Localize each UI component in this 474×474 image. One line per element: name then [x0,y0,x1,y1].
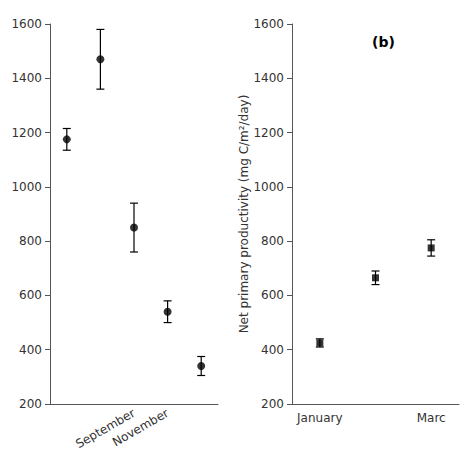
svg-text:January: January [296,411,343,425]
svg-text:September: September [73,405,138,452]
svg-text:400: 400 [19,343,42,357]
svg-text:400: 400 [261,343,284,357]
svg-text:1000: 1000 [253,180,284,194]
svg-text:Net primary productivity (mg C: Net primary productivity (mg C/m²/day) [237,95,251,334]
svg-text:November: November [110,406,171,449]
svg-text:200: 200 [261,397,284,411]
svg-text:1000: 1000 [11,180,42,194]
svg-text:800: 800 [19,234,42,248]
svg-text:1600: 1600 [253,17,284,31]
svg-text:Marc: Marc [417,411,446,425]
svg-text:1600: 1600 [11,17,42,31]
svg-text:1400: 1400 [253,71,284,85]
svg-text:1200: 1200 [253,126,284,140]
svg-text:600: 600 [261,288,284,302]
svg-text:200: 200 [19,397,42,411]
svg-text:800: 800 [261,234,284,248]
svg-text:600: 600 [19,288,42,302]
svg-text:(b): (b) [372,34,395,50]
svg-text:1400: 1400 [11,71,42,85]
svg-text:1200: 1200 [11,126,42,140]
